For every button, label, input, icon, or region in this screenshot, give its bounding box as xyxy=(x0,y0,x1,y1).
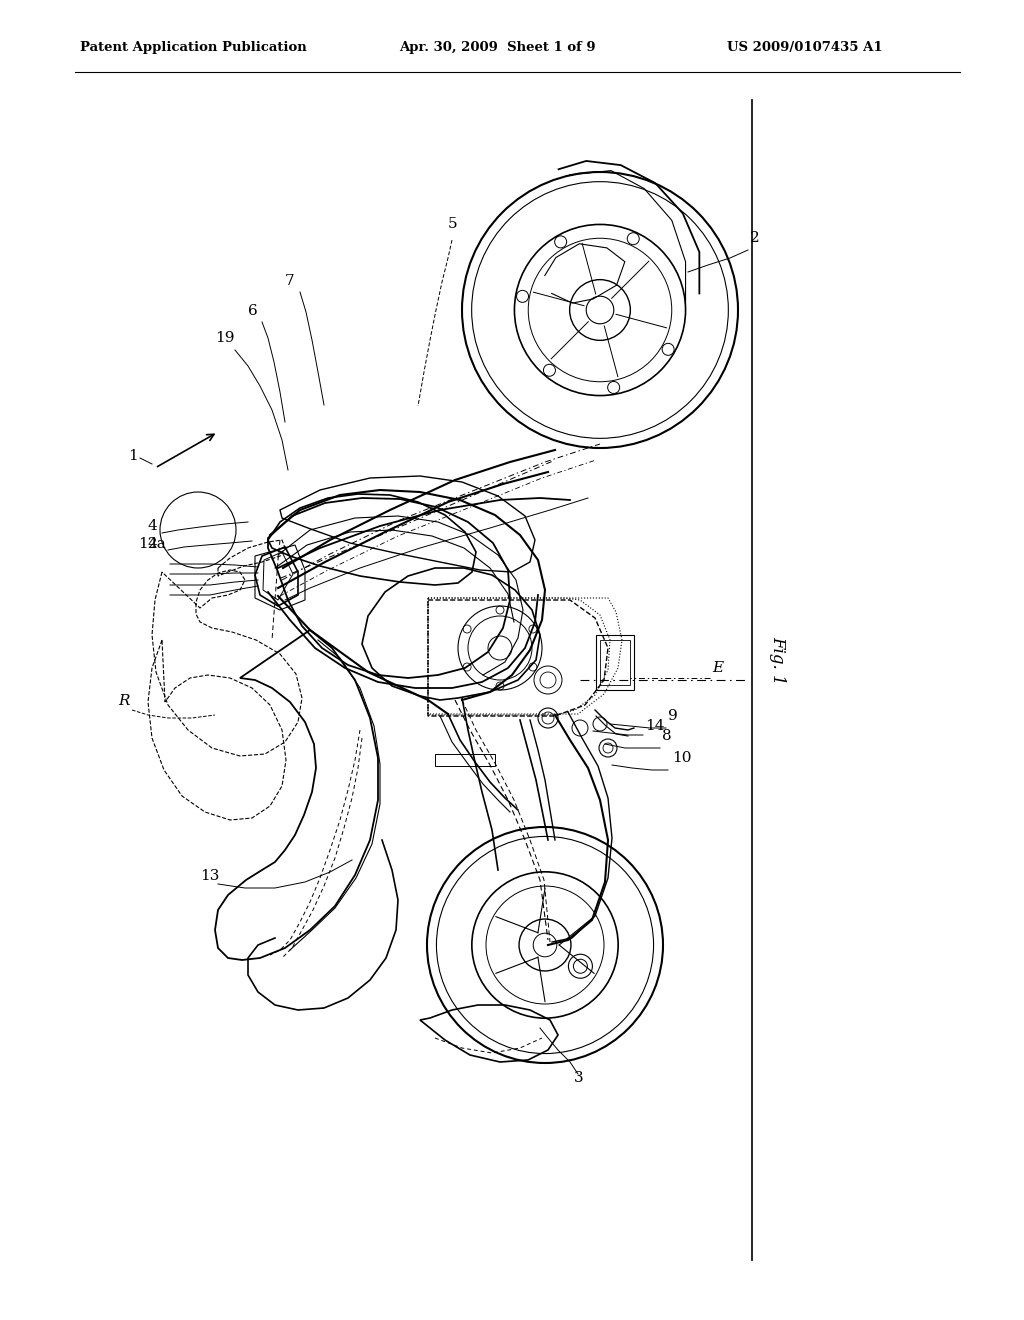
Text: 6: 6 xyxy=(248,304,258,318)
Text: 14: 14 xyxy=(645,719,665,733)
Text: E: E xyxy=(712,661,723,675)
Text: Apr. 30, 2009  Sheet 1 of 9: Apr. 30, 2009 Sheet 1 of 9 xyxy=(399,41,596,54)
Text: 5: 5 xyxy=(449,216,458,231)
Text: Patent Application Publication: Patent Application Publication xyxy=(80,41,306,54)
Text: R: R xyxy=(118,694,129,708)
Text: 7: 7 xyxy=(285,275,295,288)
Text: Fig. 1: Fig. 1 xyxy=(769,636,786,684)
Text: 12: 12 xyxy=(138,537,158,550)
Text: 10: 10 xyxy=(672,751,691,766)
Text: 19: 19 xyxy=(215,331,234,345)
Text: 4a: 4a xyxy=(148,537,167,550)
Text: 2: 2 xyxy=(750,231,760,246)
Text: 13: 13 xyxy=(200,869,219,883)
Text: 4: 4 xyxy=(148,519,158,533)
Text: 1: 1 xyxy=(128,449,138,463)
Text: 9: 9 xyxy=(668,709,678,723)
Text: US 2009/0107435 A1: US 2009/0107435 A1 xyxy=(727,41,883,54)
Text: 3: 3 xyxy=(574,1071,584,1085)
Text: 8: 8 xyxy=(662,729,672,743)
